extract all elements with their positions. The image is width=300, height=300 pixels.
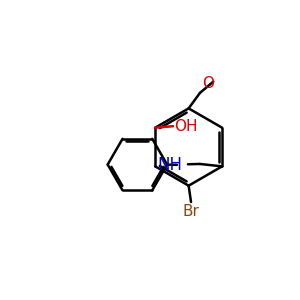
Text: Br: Br — [183, 204, 200, 219]
Text: OH: OH — [174, 119, 197, 134]
Text: O: O — [202, 76, 214, 91]
Text: NH: NH — [157, 156, 182, 174]
